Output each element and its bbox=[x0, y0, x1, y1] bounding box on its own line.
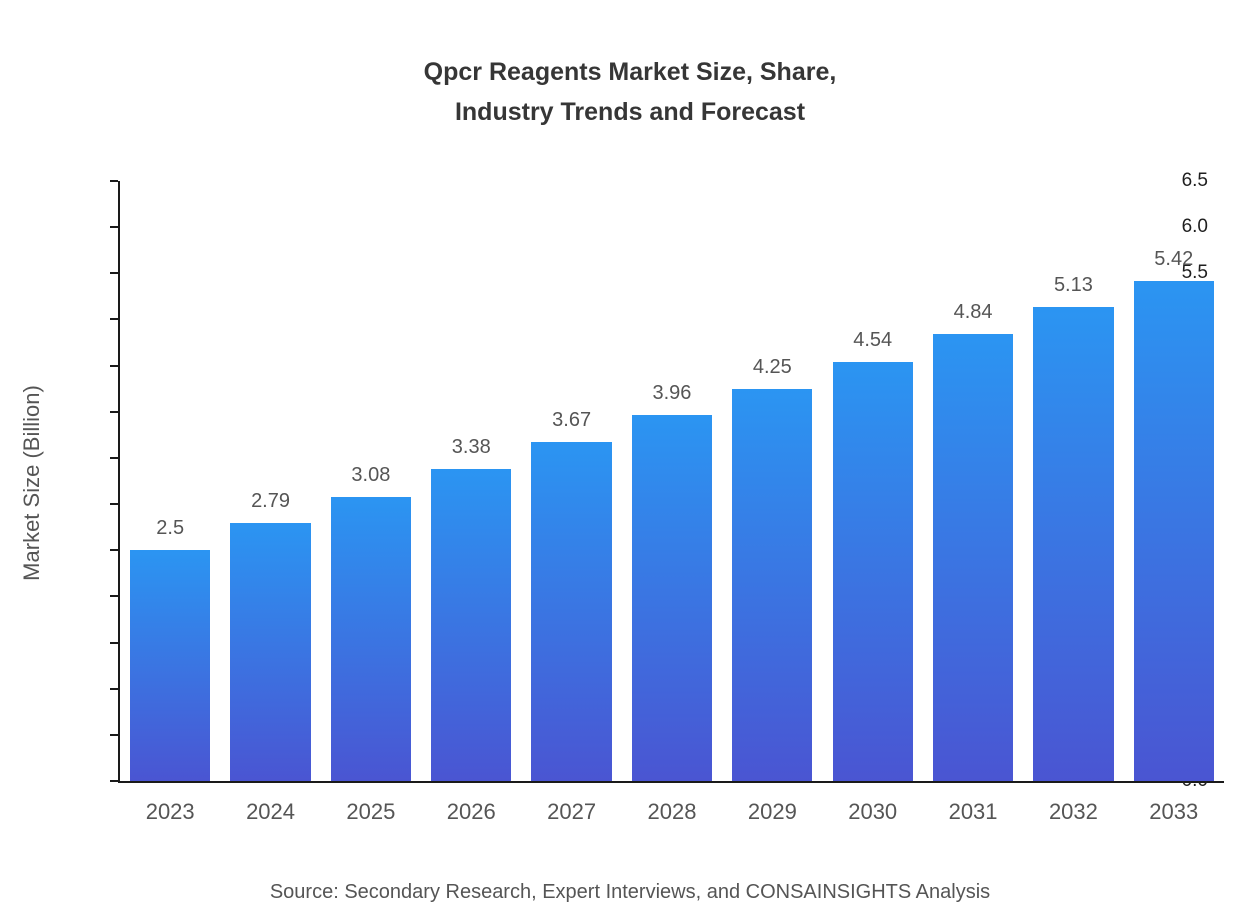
y-axis-tick-mark bbox=[110, 549, 118, 552]
bars-container: 2.5 2023 2.79 2024 3.08 2025 3.38 2026 3.67 2027 3… bbox=[120, 181, 1224, 824]
bar bbox=[631, 415, 713, 781]
bar-column: 4.25 2029 bbox=[722, 181, 822, 824]
bar-column: 5.42 2033 bbox=[1124, 181, 1224, 824]
plot-area: 0.00.51.01.52.02.53.03.54.04.55.05.56.06… bbox=[110, 170, 1224, 824]
bar-value-label: 4.54 bbox=[853, 328, 893, 351]
x-axis-category-label: 2030 bbox=[848, 799, 898, 824]
bar bbox=[732, 388, 813, 781]
bar bbox=[1133, 280, 1214, 781]
bar-column: 2.79 2024 bbox=[220, 181, 320, 824]
chart-title-line2: Industry Trends and Forecast bbox=[454, 98, 806, 126]
source-note: Source: Secondary Research, Expert Inter… bbox=[269, 881, 991, 903]
y-axis-tick-mark bbox=[110, 318, 118, 321]
bar bbox=[330, 496, 412, 781]
bar-column: 4.54 2030 bbox=[823, 181, 923, 824]
bar-value-label: 4.25 bbox=[752, 355, 792, 378]
y-axis-tick-mark bbox=[110, 595, 118, 598]
bar-value-label: 2.79 bbox=[251, 490, 290, 513]
y-axis-tick-mark bbox=[110, 226, 118, 229]
bar-column: 3.67 2027 bbox=[521, 181, 621, 824]
x-axis-category-label: 2025 bbox=[346, 799, 396, 824]
bar-value-label: 3.67 bbox=[552, 409, 592, 432]
x-axis-category-label: 2028 bbox=[647, 799, 697, 824]
y-axis-tick-mark bbox=[110, 687, 118, 690]
y-axis-tick-label: 5.5 bbox=[1181, 262, 1208, 284]
y-axis-tick-mark bbox=[110, 641, 118, 644]
chart-title: Qpcr Reagents Market Size, Share, Indust… bbox=[0, 52, 1260, 132]
bar-column: 4.84 2031 bbox=[923, 181, 1023, 824]
y-axis-tick-mark bbox=[110, 410, 118, 413]
y-axis-tick-label: 6.5 bbox=[1181, 170, 1208, 191]
bar-column: 3.38 2026 bbox=[421, 181, 521, 824]
y-axis-tick-mark bbox=[110, 180, 118, 182]
x-axis-category-label: 2026 bbox=[446, 799, 496, 824]
x-axis-category-label: 2023 bbox=[145, 799, 195, 824]
bar bbox=[130, 550, 211, 781]
y-axis-title: Market Size (Billion) bbox=[19, 385, 44, 581]
y-axis-tick-mark bbox=[110, 780, 118, 782]
bar-column: 3.96 2028 bbox=[622, 181, 722, 824]
bar bbox=[1033, 307, 1114, 781]
x-axis-category-label: 2032 bbox=[1048, 799, 1098, 824]
x-axis-category-label: 2033 bbox=[1149, 799, 1199, 824]
chart-title-line1: Qpcr Reagents Market Size, Share, bbox=[423, 58, 837, 86]
bar bbox=[431, 469, 512, 781]
bar-value-label: 5.13 bbox=[1053, 274, 1093, 297]
y-axis-tick-mark bbox=[110, 733, 118, 736]
x-axis-category-label: 2024 bbox=[246, 799, 296, 824]
y-axis-tick-mark bbox=[110, 364, 118, 367]
bar-value-label: 3.38 bbox=[451, 436, 491, 458]
bar bbox=[531, 442, 612, 781]
x-axis-category-label: 2029 bbox=[747, 799, 797, 824]
y-axis-tick-mark bbox=[110, 456, 118, 459]
x-axis-category-label: 2031 bbox=[948, 799, 998, 824]
bar-column: 5.13 2032 bbox=[1023, 181, 1123, 824]
bar-value-label: 2.5 bbox=[156, 517, 185, 540]
bar bbox=[832, 361, 913, 781]
x-axis-category-label: 2027 bbox=[547, 799, 597, 824]
bar-value-label: 4.84 bbox=[953, 301, 993, 324]
bar-column: 2.5 2023 bbox=[120, 181, 220, 824]
bar bbox=[932, 334, 1014, 781]
y-axis-tick-label: 6.0 bbox=[1181, 216, 1208, 238]
y-axis-tick-mark bbox=[110, 272, 118, 275]
bar-value-label: 5.42 bbox=[1154, 247, 1194, 270]
bar-column: 3.08 2025 bbox=[321, 181, 421, 824]
y-axis-tick-mark bbox=[110, 503, 118, 506]
bar bbox=[230, 523, 311, 781]
bar-value-label: 3.96 bbox=[652, 382, 692, 405]
bar-value-label: 3.08 bbox=[351, 463, 391, 486]
